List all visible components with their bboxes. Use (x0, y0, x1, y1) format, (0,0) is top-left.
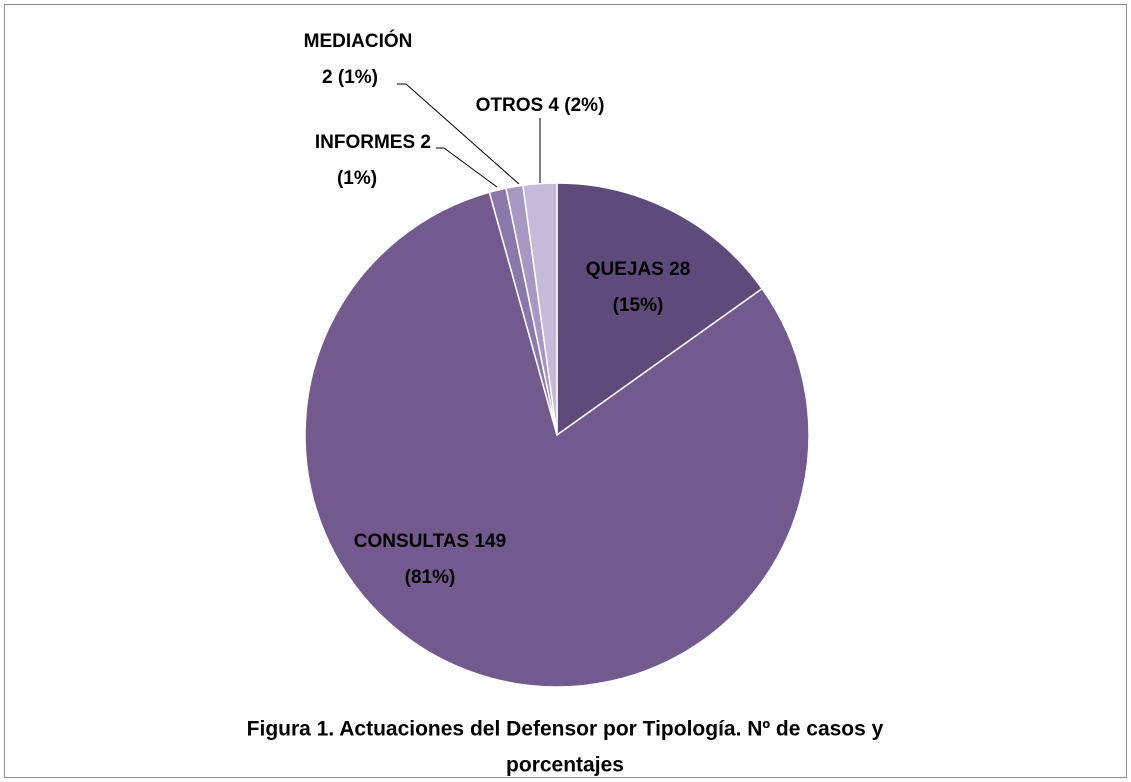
leader-line (397, 83, 520, 185)
slices (304, 182, 810, 688)
data-label: (81%) (405, 567, 456, 588)
pie-slice (522, 182, 558, 436)
chart-title: porcentajes (506, 754, 624, 777)
data-label: OTROS 4 (2%) (476, 95, 605, 116)
data-label: MEDIACIÓN (304, 30, 413, 52)
data-label: QUEJAS 28 (586, 259, 691, 280)
pie-slice (304, 191, 810, 688)
data-label: 2 (1%) (322, 67, 378, 88)
data-label: CONSULTAS 149 (354, 531, 506, 552)
leader-line (436, 147, 498, 188)
data-label: (1%) (337, 168, 377, 189)
data-label: (15%) (613, 295, 664, 316)
chart-title: Figura 1. Actuaciones del Defensor por T… (247, 718, 884, 741)
data-label: INFORMES 2 (315, 132, 431, 153)
pie-slice (556, 182, 764, 437)
